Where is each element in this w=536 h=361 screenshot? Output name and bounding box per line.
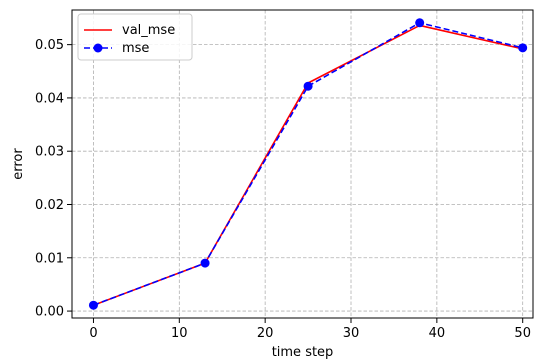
legend: val_mse mse [77,13,193,61]
data-point-mse [200,258,210,268]
y-tick-label: 0.03 [35,145,64,160]
series-line-val-mse [93,24,523,306]
data-point-mse [88,300,98,310]
data-point-mse [518,43,528,53]
y-tick-label: 0.00 [35,305,64,320]
x-tick-label: 30 [343,326,360,341]
x-tick-label: 0 [89,326,97,341]
x-tick-label: 10 [171,326,188,341]
y-axis-label: error [11,148,26,180]
series-line-mse [93,21,523,306]
legend-label-mse: mse [122,41,149,56]
x-tick-label: 50 [514,326,531,341]
x-tick-label: 20 [257,326,274,341]
tick-layer: 0 10 20 30 40 50 0.00 0.01 0.02 0.03 0.04 0.05 [35,38,531,341]
series-layer [88,18,528,310]
data-point-mse [303,81,313,91]
y-tick-label: 0.01 [35,251,64,266]
legend-marker-mse [93,43,103,53]
x-tick-label: 40 [429,326,446,341]
legend-label-val-mse: val_mse [122,23,175,38]
y-tick-label: 0.04 [35,91,64,106]
x-axis-label: time step [272,345,334,360]
plot-frame [71,9,534,319]
y-tick-label: 0.05 [35,38,64,53]
y-tick-label: 0.02 [35,198,64,213]
data-point-mse [415,18,425,28]
